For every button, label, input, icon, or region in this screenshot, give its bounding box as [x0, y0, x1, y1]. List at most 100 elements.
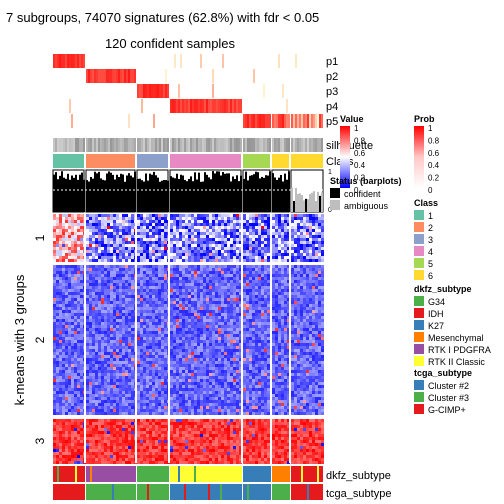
heatmap-cell [182, 271, 185, 274]
status-bar [112, 174, 114, 212]
heatmap-cell [221, 259, 224, 262]
heatmap-cell [206, 349, 209, 352]
heatmap-cell [98, 232, 101, 235]
heatmap-cell [246, 232, 249, 235]
heatmap-cell [71, 331, 74, 334]
heatmap-cell [176, 370, 179, 373]
heatmap-cell [212, 370, 215, 373]
heatmap-cell [56, 325, 59, 328]
heatmap-cell [233, 289, 236, 292]
heatmap-cell [110, 382, 113, 385]
heatmap-cell [98, 400, 101, 403]
heatmap-cell [264, 232, 267, 235]
heatmap-cell [194, 313, 197, 316]
heatmap-cell [62, 283, 65, 286]
heatmap-cell [278, 247, 281, 250]
heatmap-cell [164, 328, 167, 331]
heatmap-cell [158, 307, 161, 310]
heatmap-cell [101, 214, 104, 217]
heatmap-cell [128, 265, 131, 268]
heatmap-cell [206, 316, 209, 319]
heatmap-cell [191, 232, 194, 235]
heatmap-cell [206, 271, 209, 274]
heatmap-cell [221, 280, 224, 283]
heatmap-cell [182, 382, 185, 385]
heatmap-cell [53, 355, 56, 358]
heatmap-cell [74, 295, 77, 298]
heatmap-cell [284, 238, 287, 241]
heatmap-cell [215, 358, 218, 361]
heatmap-cell [170, 307, 173, 310]
heatmap-cell [191, 292, 194, 295]
heatmap-cell [194, 226, 197, 229]
heatmap-cell [158, 373, 161, 376]
heatmap-cell [65, 238, 68, 241]
heatmap-cell [176, 367, 179, 370]
heatmap-cell [101, 283, 104, 286]
heatmap-cell [113, 247, 116, 250]
heatmap-cell [252, 229, 255, 232]
heatmap-cell [59, 400, 62, 403]
heatmap-cell [146, 256, 149, 259]
heatmap-cell [215, 316, 218, 319]
heatmap-cell [164, 292, 167, 295]
heatmap-cell [59, 358, 62, 361]
heatmap-cell [89, 214, 92, 217]
heatmap-cell [164, 319, 167, 322]
heatmap-cell [212, 241, 215, 244]
heatmap-cell [143, 328, 146, 331]
prob-cell [238, 99, 240, 113]
heatmap-cell [182, 355, 185, 358]
heatmap-cell [86, 406, 89, 409]
heatmap-cell [68, 244, 71, 247]
heatmap-cell [312, 229, 315, 232]
heatmap-cell [107, 343, 110, 346]
heatmap-cell [218, 379, 221, 382]
heatmap-cell [137, 220, 140, 223]
heatmap-cell [95, 229, 98, 232]
heatmap-cell [101, 286, 104, 289]
heatmap-cell [101, 391, 104, 394]
prob-cell [307, 114, 309, 128]
heatmap-cell [140, 298, 143, 301]
heatmap-cell [119, 397, 122, 400]
heatmap-cell [249, 244, 252, 247]
heatmap-cell [176, 394, 179, 397]
heatmap-cell [182, 388, 185, 391]
silhouette-cell [180, 138, 182, 152]
heatmap-cell [98, 244, 101, 247]
heatmap-cell [224, 235, 227, 238]
heatmap-cell [101, 256, 104, 259]
heatmap-cell [224, 307, 227, 310]
heatmap-cell [221, 232, 224, 235]
heatmap-cell [74, 265, 77, 268]
heatmap-cell [62, 349, 65, 352]
heatmap-cell [203, 361, 206, 364]
heatmap-cell [191, 349, 194, 352]
heatmap-cell [155, 340, 158, 343]
heatmap-cell [236, 265, 239, 268]
heatmap-cell [215, 349, 218, 352]
heatmap-cell [173, 238, 176, 241]
heatmap-cell [116, 277, 119, 280]
heatmap-cell [80, 403, 83, 406]
heatmap-cell [116, 226, 119, 229]
heatmap-cell [206, 388, 209, 391]
heatmap-cell [185, 406, 188, 409]
silhouette-cell [206, 138, 208, 152]
status-bar [147, 180, 149, 212]
heatmap-cell [116, 265, 119, 268]
heatmap-cell [203, 352, 206, 355]
silhouette-cell [276, 138, 278, 152]
heatmap-cell [122, 337, 125, 340]
heatmap-cell [209, 307, 212, 310]
heatmap-cell [215, 283, 218, 286]
heatmap-cell [236, 271, 239, 274]
heatmap-cell [164, 376, 167, 379]
heatmap-cell [230, 259, 233, 262]
heatmap-cell [125, 292, 128, 295]
heatmap-cell [179, 361, 182, 364]
heatmap-cell [218, 385, 221, 388]
heatmap-cell [137, 373, 140, 376]
heatmap-cell [86, 388, 89, 391]
